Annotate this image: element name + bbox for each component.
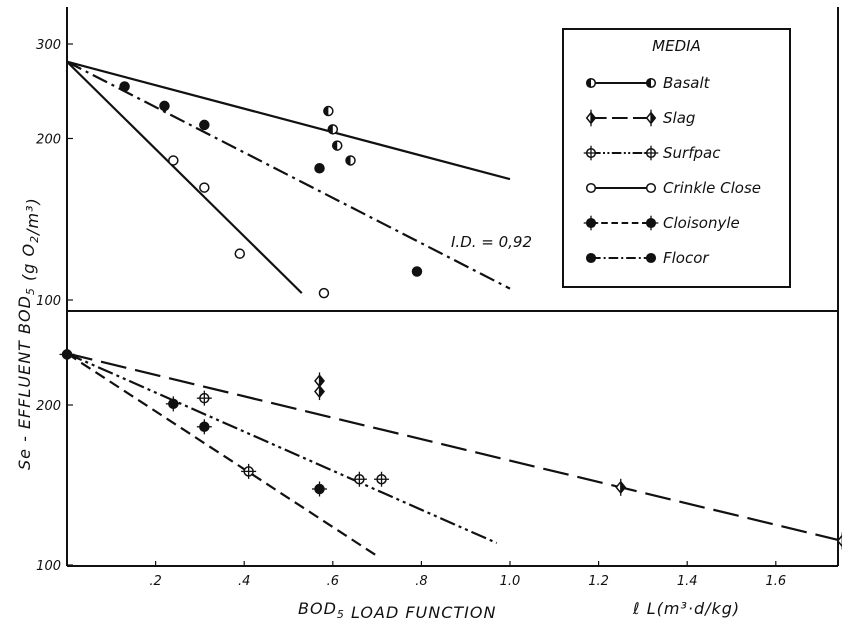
legend-marker-right-cloisonyle — [643, 215, 659, 231]
data-point-surfpac-4 — [374, 471, 390, 487]
legend-label-cloisonyle: Cloisonyle — [663, 214, 740, 232]
fit-line-flocor — [66, 60, 511, 290]
legend-marker-left-cloisonyle — [583, 215, 599, 231]
y-axis-title: Se - EFFLUENT BOD5 (g O2/m³) — [15, 197, 42, 470]
legend-marker-right-surfpac — [643, 145, 659, 161]
fit-line-surfpac — [66, 352, 498, 545]
data-point-crinkle-close-4 — [318, 287, 330, 299]
x-tick-label: .8 — [415, 574, 427, 589]
data-point-flocor-4 — [314, 163, 325, 174]
legend-marker-left-slag — [585, 109, 597, 127]
x-tick-label: .6 — [327, 574, 339, 589]
fit-line-cloisonyle — [66, 352, 378, 557]
legend-marker-left-basalt — [585, 77, 597, 89]
legend-label-basalt: Basalt — [663, 74, 711, 92]
upper-y-tick-label: 100 — [36, 294, 61, 309]
legend-marker-left-surfpac — [583, 145, 599, 161]
legend-label-crinkle-close: Crinkle Close — [663, 179, 761, 197]
data-point-basalt-3 — [331, 140, 343, 151]
fit-line-slag — [66, 352, 842, 542]
legend-marker-right-crinkle-close — [645, 182, 657, 194]
lower-y-tick-label: 100 — [36, 559, 61, 574]
data-point-basalt-1 — [323, 105, 334, 117]
data-point-slag-4 — [836, 532, 842, 550]
x-tick-label: 1.6 — [765, 574, 786, 589]
legend-label-flocor: Flocor — [663, 249, 709, 267]
legend-marker-right-flocor — [645, 252, 657, 264]
data-point-flocor-5 — [411, 266, 423, 277]
data-point-crinkle-close-2 — [199, 182, 210, 193]
x-tick-label: .2 — [149, 574, 161, 589]
legend-title: MEDIA — [652, 37, 701, 55]
legend-label-slag: Slag — [663, 109, 695, 127]
data-point-surfpac-3 — [351, 471, 367, 487]
x-axis-title-left: BOD5 LOAD FUNCTION — [298, 599, 496, 622]
data-point-crinkle-close-1 — [168, 155, 179, 166]
upper-y-tick-label: 300 — [36, 38, 61, 53]
data-point-flocor-3 — [199, 119, 210, 131]
legend-box — [562, 28, 791, 288]
x-tick-label: 1.0 — [500, 574, 521, 589]
x-axis-title-right: ℓ L(m³·d/kg) — [632, 599, 740, 618]
data-point-basalt-2 — [327, 124, 339, 135]
x-tick-label: 1.4 — [677, 574, 698, 589]
legend-label-surfpac: Surfpac — [663, 144, 721, 162]
upper-y-tick-label: 200 — [36, 132, 61, 147]
legend-marker-left-crinkle-close — [585, 182, 597, 194]
fit-line-basalt — [66, 60, 511, 181]
data-point-cloisonyle-4 — [312, 481, 328, 497]
data-point-slag-2 — [314, 383, 325, 401]
data-point-slag-3 — [615, 478, 627, 496]
data-point-crinkle-close-3 — [234, 248, 246, 259]
lower-y-tick-label: 200 — [36, 399, 61, 414]
data-point-flocor-2 — [159, 100, 170, 112]
annotation-id: I.D. = 0,92 — [451, 233, 532, 251]
data-point-surfpac-1 — [196, 390, 212, 406]
x-tick-label: .4 — [238, 574, 250, 589]
data-point-cloisonyle-3 — [196, 419, 212, 435]
x-tick-label: 1.2 — [588, 574, 609, 589]
legend-marker-right-slag — [645, 109, 657, 127]
legend-marker-left-flocor — [585, 252, 597, 264]
fit-line-crinkle-close — [66, 60, 303, 294]
data-point-basalt-4 — [345, 155, 356, 166]
data-point-surfpac-2 — [241, 463, 257, 479]
data-point-cloisonyle-2 — [165, 396, 181, 412]
data-point-cloisonyle-1 — [59, 346, 75, 362]
legend-marker-right-basalt — [645, 77, 657, 89]
data-point-flocor-1 — [119, 81, 130, 92]
